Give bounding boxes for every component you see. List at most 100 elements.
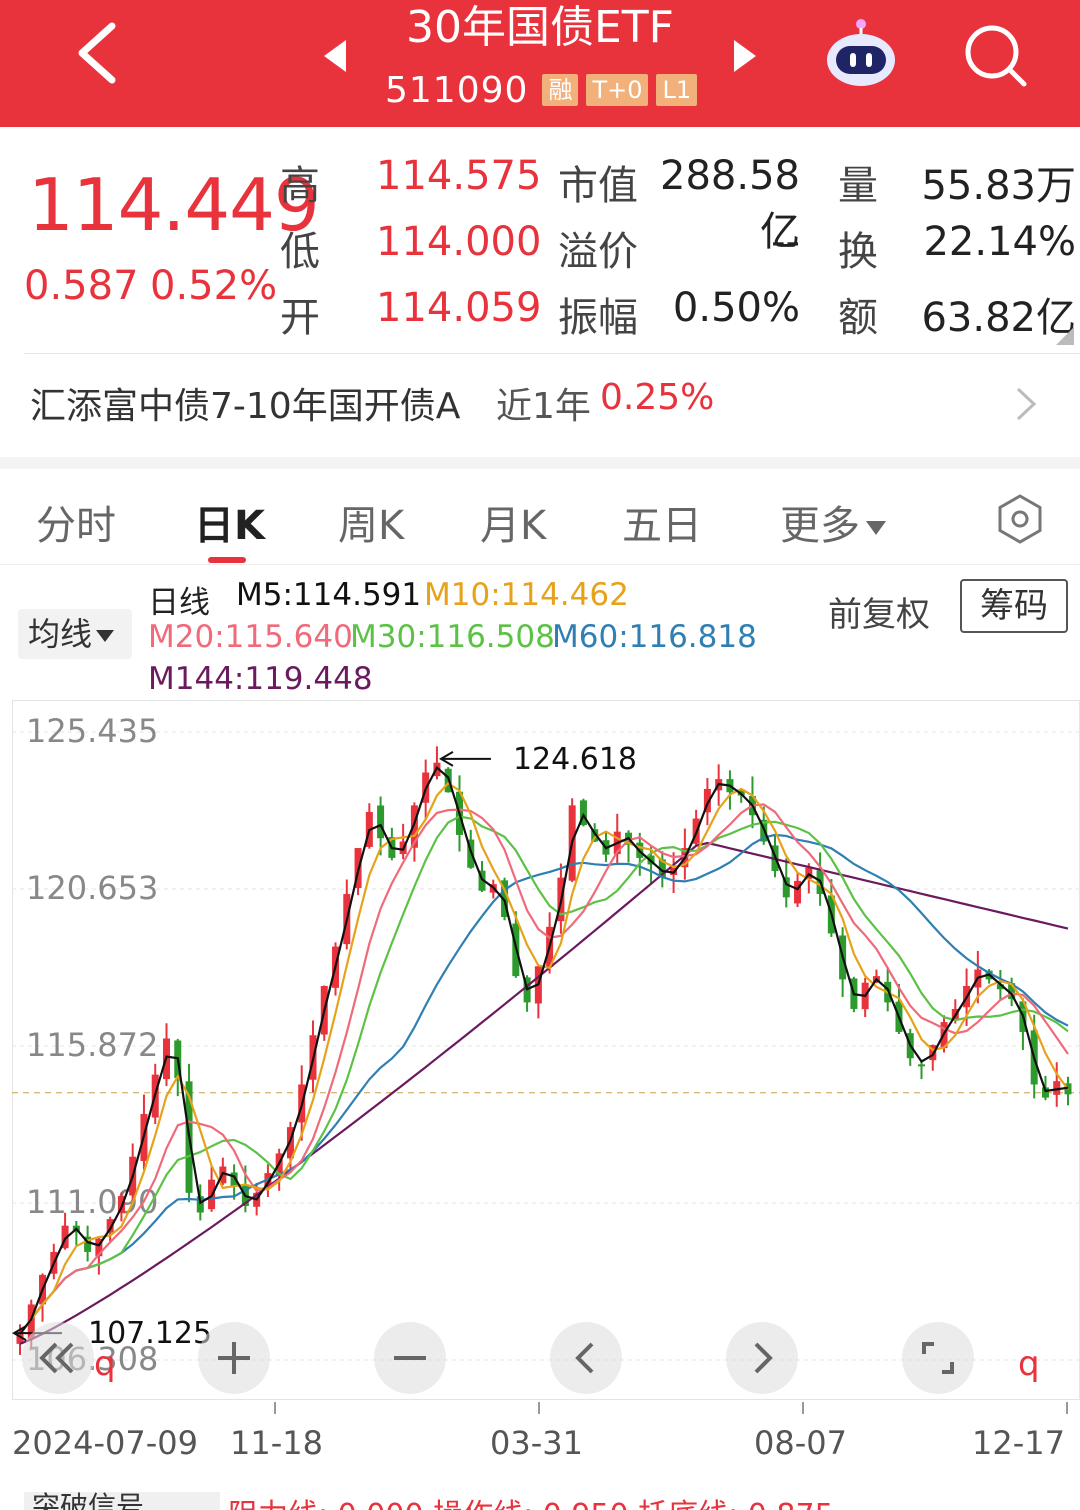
fullscreen-icon [922, 1342, 954, 1374]
breakout-signal-button[interactable]: 突破信号 [24, 1492, 220, 1510]
y-tick-label: 111.090 [26, 1183, 158, 1221]
double-chevron-left-icon [39, 1342, 74, 1374]
candle-body [27, 1304, 35, 1340]
indicator-dropdown[interactable]: 均线 [18, 609, 132, 659]
candle-body [1008, 983, 1016, 1000]
assistant-robot-icon[interactable] [822, 18, 900, 90]
high-value: 114.575 [376, 153, 542, 199]
scroll-start-button[interactable] [22, 1322, 94, 1394]
candle-body [782, 877, 790, 898]
low-price-label: 107.125 [88, 1316, 212, 1351]
candle-body [61, 1225, 69, 1249]
signal-marker-icon: q [1018, 1344, 1040, 1384]
scroll-left-button[interactable] [550, 1322, 622, 1394]
turnover-label: 换 [838, 229, 878, 275]
tab-more-label: 更多 [780, 503, 860, 549]
back-icon[interactable] [70, 18, 130, 88]
forward-adjust-toggle[interactable]: 前复权 [828, 595, 930, 635]
ma5-line [19, 765, 1069, 1335]
kline-chart[interactable]: 125.435120.653115.872111.090106.308124.6… [12, 700, 1080, 1400]
low-value: 114.000 [376, 219, 542, 265]
premium-value: -- [771, 219, 800, 265]
candle-body [579, 800, 587, 826]
open-value: 114.059 [376, 285, 542, 331]
quote-panel: 114.449 0.587 0.52% 高 114.575 市值 288.58亿… [0, 127, 1080, 457]
settings-hexagon-icon[interactable] [994, 493, 1046, 545]
candle-body [230, 1172, 238, 1187]
chevron-right-icon[interactable] [1012, 385, 1040, 423]
x-tick-label: 11-18 [230, 1424, 323, 1462]
fullscreen-button[interactable] [902, 1322, 974, 1394]
y-tick-label: 115.872 [26, 1026, 158, 1064]
tab-five-day[interactable]: 五日 [622, 503, 702, 549]
candle-body [703, 788, 711, 813]
amplitude-label: 振幅 [558, 295, 638, 341]
candle-body [737, 789, 745, 796]
next-security-icon[interactable] [728, 36, 762, 76]
candle-body [1041, 1087, 1049, 1098]
ma10-value: M10:114.462 [424, 577, 629, 613]
amplitude-value: 0.50% [672, 285, 800, 331]
price-change-pct: 0.52% [150, 263, 278, 309]
zoom-in-button[interactable] [198, 1322, 270, 1394]
active-tab-indicator [208, 557, 246, 563]
breakout-signal-values: 阻力线: 0.000 操作线: 0.950 托底线: 0.875 [228, 1490, 834, 1510]
zoom-out-button[interactable] [374, 1322, 446, 1394]
indicator-dropdown-label: 均线 [28, 615, 93, 653]
security-title: 30年国债ETF [406, 2, 674, 53]
related-fund-period: 近1年 [496, 386, 591, 427]
candle-body [377, 805, 385, 839]
candle-body [16, 1333, 24, 1344]
search-icon[interactable] [962, 22, 1028, 88]
turnover-value: 22.14% [923, 219, 1076, 265]
prev-security-icon[interactable] [318, 36, 352, 76]
margin-tag: 融 [542, 74, 579, 106]
tab-daily-k[interactable]: 日K [194, 503, 265, 549]
signal-marker-icon: q [94, 1344, 116, 1384]
period-tabs: 分时 日K 周K 月K 五日 更多 [0, 469, 1080, 565]
section-gap [0, 457, 1080, 469]
tab-intraday[interactable]: 分时 [36, 503, 116, 549]
x-axis: 2024-07-09 11-18 03-31 08-07 12-17 [0, 1400, 1080, 1480]
volume-label: 量 [838, 163, 878, 209]
minus-icon [394, 1356, 426, 1360]
candle-body [1053, 1081, 1061, 1095]
amount-value: 63.82亿 [921, 295, 1076, 341]
scroll-right-button[interactable] [726, 1322, 798, 1394]
high-price-label: 124.618 [513, 742, 637, 777]
market-cap-value: 288.58亿 [660, 153, 800, 255]
candle-body [264, 1173, 272, 1189]
candle-body [410, 805, 418, 848]
chart-frame [12, 700, 1080, 1400]
x-tick-label: 12-17 [972, 1424, 1065, 1462]
caret-down-icon [866, 521, 886, 535]
tab-more[interactable]: 更多 [780, 493, 886, 551]
ma-line-label: 日线 [148, 585, 210, 621]
related-fund-return: 0.25% [600, 377, 715, 418]
open-label: 开 [280, 295, 320, 341]
app-header: 30年国债ETF 511090 融 T+0 L1 [0, 0, 1080, 127]
ma-legend: 均线 日线 M5:114.591 M10:114.462 M20:115.640… [0, 565, 1080, 700]
tab-weekly-k[interactable]: 周K [338, 503, 405, 549]
ma5-value: M5:114.591 [236, 577, 422, 613]
volume-value: 55.83万 [921, 163, 1076, 209]
plus-icon [218, 1342, 250, 1374]
high-arrow-head [438, 750, 454, 767]
ma144-value: M144:119.448 [148, 661, 373, 697]
high-label: 高 [280, 163, 320, 209]
caret-down-icon [96, 630, 115, 642]
x-axis-ticks [274, 1402, 1068, 1414]
candle-body [106, 1219, 114, 1233]
x-tick-label: 2024-07-09 [12, 1424, 198, 1462]
candle-body [591, 829, 599, 842]
candle-body [918, 1064, 926, 1067]
tab-monthly-k[interactable]: 月K [480, 503, 547, 549]
chip-distribution-button[interactable]: 筹码 [960, 579, 1068, 633]
candle-body [996, 984, 1004, 990]
related-fund-name[interactable]: 汇添富中债7-10年国开债A [30, 386, 461, 427]
candle-body [501, 880, 509, 918]
expand-corner-icon[interactable] [1056, 327, 1074, 345]
premium-label: 溢价 [558, 229, 638, 275]
low-arrow-head [12, 1325, 27, 1342]
security-sub: 511090 融 T+0 L1 [385, 70, 698, 111]
